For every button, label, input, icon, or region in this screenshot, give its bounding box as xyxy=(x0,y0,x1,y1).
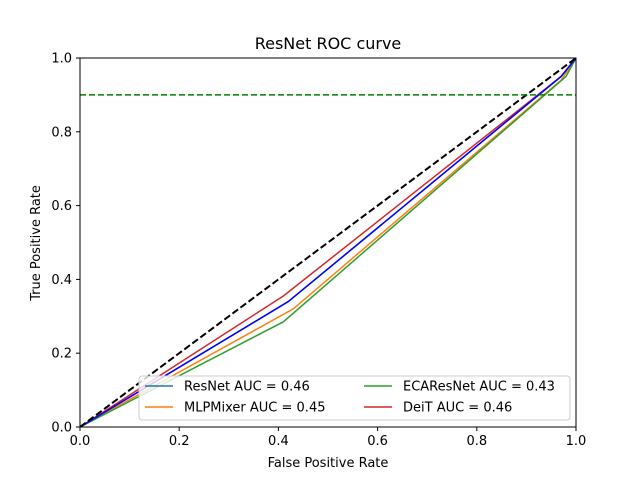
x-tick-label: 0.0 xyxy=(70,434,91,449)
y-tick-label: 0.4 xyxy=(51,273,72,288)
x-tick-label: 0.6 xyxy=(367,434,388,449)
diagonal-reference-line xyxy=(80,58,576,427)
axes-frame xyxy=(79,57,577,428)
overlay-line xyxy=(80,58,576,427)
y-tick-label: 0.6 xyxy=(51,199,72,214)
x-tick-label: 0.8 xyxy=(466,434,487,449)
plot-lines xyxy=(80,58,576,427)
x-tick-label: 1.0 xyxy=(566,434,587,449)
legend: ResNet AUC = 0.46 MLPMixer AUC = 0.45 ECAR… xyxy=(138,375,571,421)
y-tick-label: 1.0 xyxy=(51,52,72,67)
y-axis-label: True Positive Rate xyxy=(29,185,44,302)
legend-entry-label: DeiT AUC = 0.46 xyxy=(403,401,512,416)
x-axis-label: False Positive Rate xyxy=(268,456,389,471)
x-tick-label: 0.2 xyxy=(169,434,190,449)
chart-title: ResNet ROC curve xyxy=(255,34,402,53)
series-line-3 xyxy=(80,58,576,427)
y-axis-ticks: 0.0 0.2 0.4 0.6 0.8 1.0 xyxy=(51,52,80,436)
y-tick-label: 0.8 xyxy=(51,125,72,140)
series-line-2 xyxy=(80,58,576,427)
x-axis-ticks: 0.0 0.2 0.4 0.6 0.8 1.0 xyxy=(70,427,587,449)
y-tick-label: 0.2 xyxy=(51,347,72,362)
legend-entry-label: MLPMixer AUC = 0.45 xyxy=(184,401,325,416)
legend-box xyxy=(138,375,571,421)
y-tick-label: 0.0 xyxy=(51,421,72,436)
x-tick-label: 0.4 xyxy=(268,434,289,449)
legend-entry-label: ResNet AUC = 0.46 xyxy=(184,380,310,395)
legend-entry-label: ECAResNet AUC = 0.43 xyxy=(403,380,555,395)
plot-area xyxy=(79,57,577,428)
